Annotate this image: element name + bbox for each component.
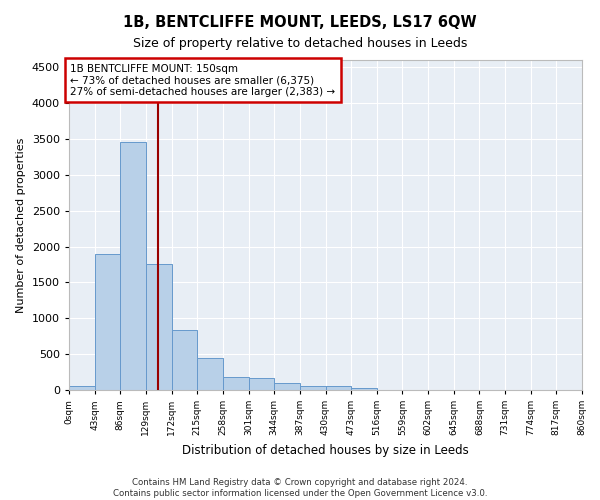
Bar bbox=[300, 386, 325, 390]
Text: 1B, BENTCLIFFE MOUNT, LEEDS, LS17 6QW: 1B, BENTCLIFFE MOUNT, LEEDS, LS17 6QW bbox=[123, 15, 477, 30]
Bar bbox=[325, 386, 351, 390]
Bar bbox=[69, 386, 95, 390]
Bar bbox=[351, 388, 377, 390]
Text: Contains HM Land Registry data © Crown copyright and database right 2024.
Contai: Contains HM Land Registry data © Crown c… bbox=[113, 478, 487, 498]
Y-axis label: Number of detached properties: Number of detached properties bbox=[16, 138, 26, 312]
Bar bbox=[95, 254, 121, 390]
Bar bbox=[274, 383, 300, 390]
Bar bbox=[197, 358, 223, 390]
Text: 1B BENTCLIFFE MOUNT: 150sqm
← 73% of detached houses are smaller (6,375)
27% of : 1B BENTCLIFFE MOUNT: 150sqm ← 73% of det… bbox=[70, 64, 335, 97]
Bar bbox=[121, 142, 146, 390]
Bar bbox=[248, 378, 274, 390]
X-axis label: Distribution of detached houses by size in Leeds: Distribution of detached houses by size … bbox=[182, 444, 469, 456]
Text: Size of property relative to detached houses in Leeds: Size of property relative to detached ho… bbox=[133, 38, 467, 51]
Bar bbox=[146, 264, 172, 390]
Bar bbox=[172, 330, 197, 390]
Bar bbox=[223, 378, 248, 390]
